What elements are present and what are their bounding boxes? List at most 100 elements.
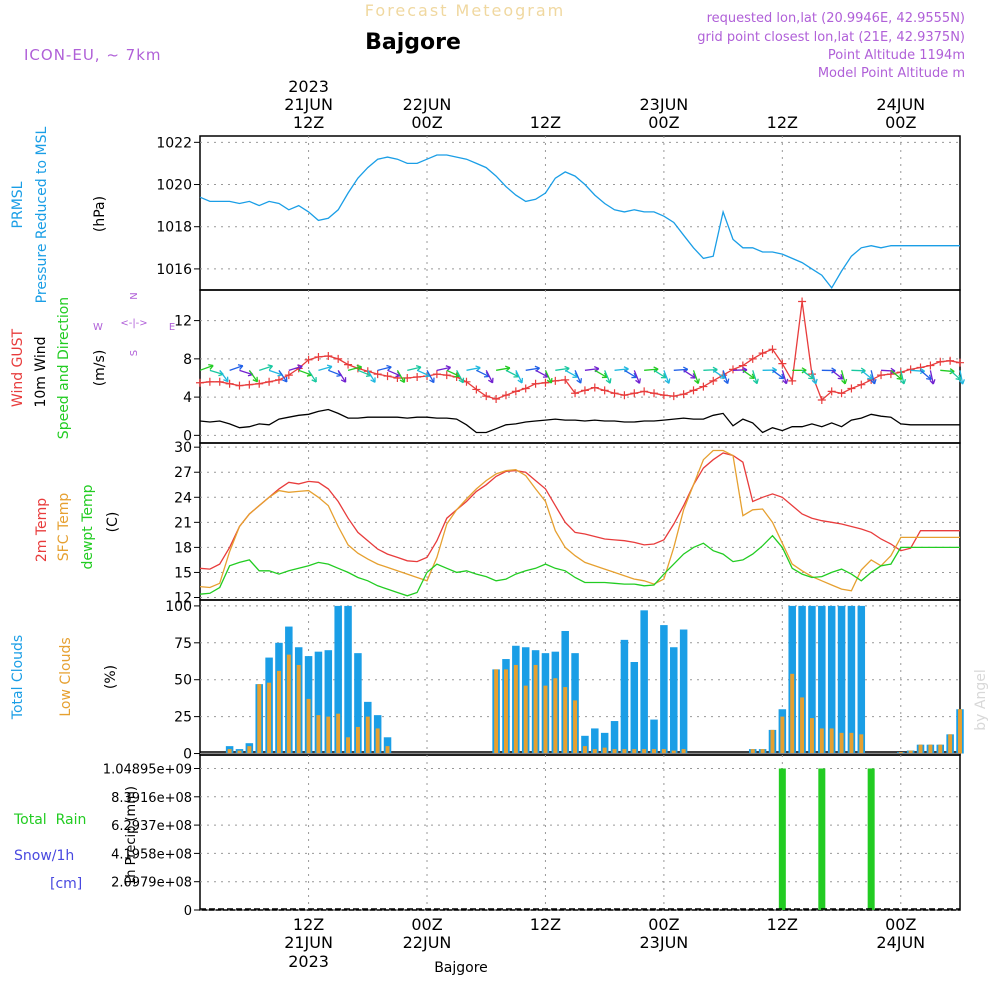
wind-gust-marker xyxy=(442,371,451,380)
total-cloud-bar xyxy=(324,650,333,754)
wind-direction-arrow xyxy=(495,367,511,371)
wind-gust-marker xyxy=(936,357,945,366)
low-cloud-bar xyxy=(928,744,933,754)
wind-direction-arrow xyxy=(347,366,362,371)
wind-direction-arrowhead xyxy=(237,364,244,371)
wind-direction-arrow xyxy=(692,370,699,384)
wind-direction-arrow xyxy=(505,369,519,378)
low-cloud-bar xyxy=(819,728,824,754)
wind-gust-marker xyxy=(857,380,866,389)
wind-direction-arrow xyxy=(396,370,405,383)
total-cloud-bar xyxy=(591,728,599,754)
wind-gust-marker xyxy=(492,395,501,404)
wind-direction-arrow xyxy=(584,367,599,371)
wind-direction-arrowhead xyxy=(488,377,494,384)
wind-direction-arrowhead xyxy=(356,364,363,371)
wind-gust-marker xyxy=(274,375,283,384)
wind-gust-marker xyxy=(432,370,441,379)
top-axis-label: 2023 xyxy=(288,77,329,96)
wind-direction-arrow xyxy=(722,370,729,384)
wind-direction-arrow xyxy=(239,369,253,376)
wind-direction-arrow xyxy=(772,369,785,380)
precip-labels: Total Rain Snow/1h [cm] 1h Precip (mm) xyxy=(13,786,139,892)
total-cloud-bar xyxy=(670,647,678,754)
temp-ytick-label: 15 xyxy=(174,565,192,581)
total-cloud-bar xyxy=(818,605,826,754)
low-cloud-bar xyxy=(286,654,291,754)
top-axis-label: 21JUN xyxy=(284,95,333,114)
low-cloud-bar xyxy=(612,749,617,754)
temp-unit: (C) xyxy=(105,512,121,533)
pressure-label-prmsl: PRMSL xyxy=(10,181,26,228)
wind-direction-arrowhead xyxy=(690,373,696,379)
wind-gust-marker xyxy=(383,372,392,381)
bottom-axis-label: 00Z xyxy=(885,915,916,934)
wind-gust-marker xyxy=(314,352,323,361)
wind-direction-arrow xyxy=(268,369,283,376)
wind-direction-arrow xyxy=(633,370,641,384)
wind-direction-arrow xyxy=(683,369,696,379)
wind-direction-arrow xyxy=(574,370,582,384)
wind-direction-arrow xyxy=(377,366,392,371)
top-axis-label: 12Z xyxy=(767,113,798,132)
watermark: by Angel xyxy=(973,669,989,730)
wind-gust-marker xyxy=(798,297,807,306)
wind-direction-arrow xyxy=(466,367,481,371)
wind-direction-arrowhead xyxy=(326,364,333,371)
bottom-axis-label: 12Z xyxy=(293,915,324,934)
temp-frame xyxy=(199,442,961,601)
low-cloud-bar xyxy=(563,687,568,754)
wind-direction-arrowhead xyxy=(723,378,730,385)
wind-direction-arrowhead xyxy=(653,366,659,373)
wind-direction-arrow xyxy=(426,370,435,383)
wind-direction-arrowhead xyxy=(601,372,608,379)
low-cloud-bar xyxy=(326,716,331,754)
wind-gust-marker xyxy=(679,390,688,399)
total-cloud-bar xyxy=(383,737,392,754)
total-cloud-bar xyxy=(610,721,619,754)
station-name: Bajgore xyxy=(365,30,461,55)
wind-direction-arrow xyxy=(752,370,758,384)
temp-label-dewpt: dewpt Temp xyxy=(80,484,96,569)
wind-label-gust: Wind GUST xyxy=(10,328,26,407)
wind-direction-arrowhead xyxy=(252,376,259,383)
low-cloud-bar xyxy=(227,749,232,754)
wind-direction-arrow xyxy=(259,365,273,371)
wind-gust-marker xyxy=(956,358,964,367)
wind-direction-arrow xyxy=(288,365,303,371)
clouds-frame xyxy=(199,599,961,756)
wind-direction-arrow xyxy=(614,368,629,371)
low-cloud-bar xyxy=(365,716,370,754)
temp-ytick-label: 21 xyxy=(174,515,192,531)
wind-direction-arrow xyxy=(544,370,552,384)
total-cloud-bar xyxy=(640,610,648,754)
wind-direction-arrowhead xyxy=(664,378,671,384)
precip-bar xyxy=(867,768,875,910)
wind-gust-marker xyxy=(225,379,234,388)
wind-direction-arrowhead xyxy=(808,373,814,380)
wind-direction-arrowhead xyxy=(458,377,465,384)
clouds-ytick-label: 50 xyxy=(174,673,192,689)
low-cloud-bar xyxy=(247,746,252,754)
wind-direction-arrow xyxy=(278,369,288,383)
wind-direction-arrowhead xyxy=(693,378,700,384)
wind-gust-marker xyxy=(630,389,639,398)
wind-gust-marker xyxy=(482,392,491,401)
dewpt-line xyxy=(199,534,960,597)
low-cloud-bar xyxy=(898,752,903,754)
compass-w: W xyxy=(93,322,103,333)
wind-gust-marker xyxy=(837,389,846,398)
wind-gust-marker xyxy=(610,389,619,398)
low-cloud-bar xyxy=(553,678,558,754)
wind-gust-marker xyxy=(344,360,353,369)
wind-direction-arrow xyxy=(456,370,464,383)
wind-gust-marker xyxy=(511,387,520,396)
wind-gust-marker xyxy=(255,379,264,388)
wind-gust-marker xyxy=(906,365,915,374)
wind-gust-marker xyxy=(541,378,550,387)
wind-direction-arrow xyxy=(476,369,490,378)
precip-ytick-label: 4.1958e+08 xyxy=(111,847,192,862)
wind-direction-arrowhead xyxy=(811,378,818,385)
